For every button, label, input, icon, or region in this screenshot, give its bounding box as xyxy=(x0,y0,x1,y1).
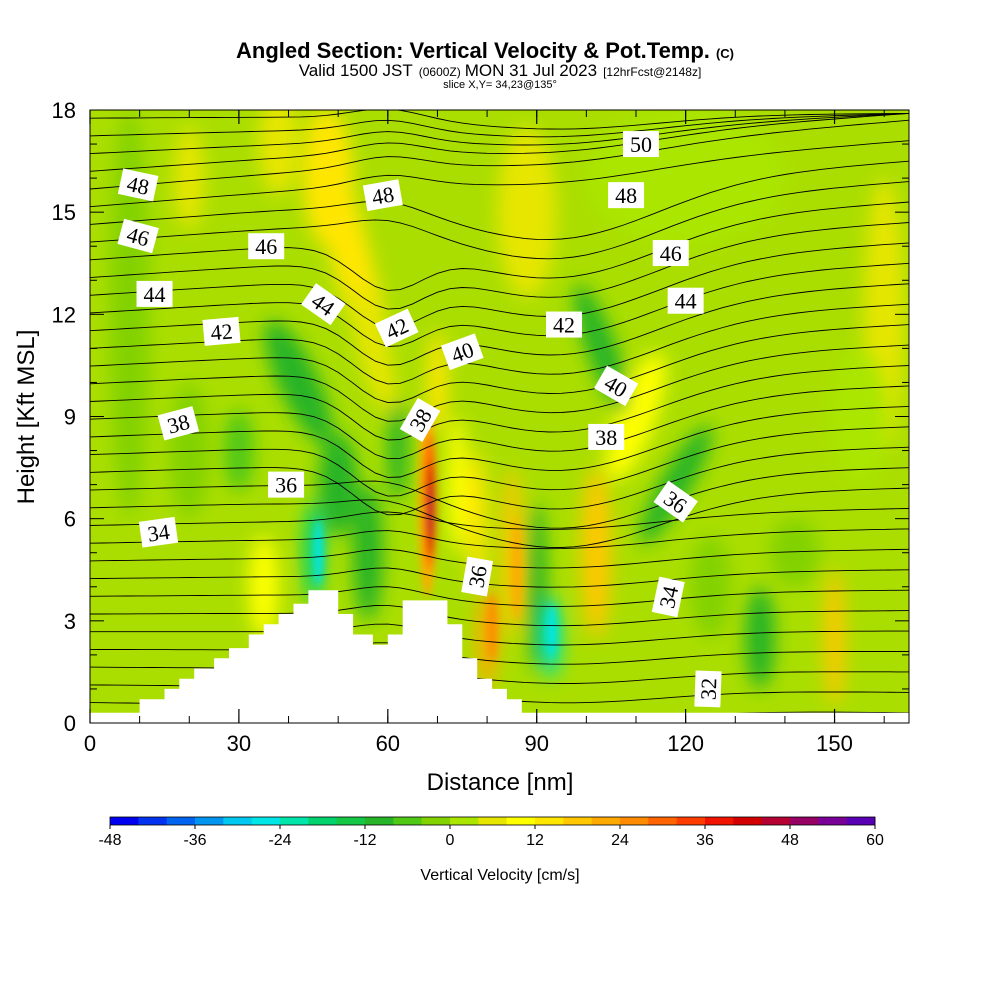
chart-subtitle: Valid 1500 JST (0600Z) MON 31 Jul 2023 [12h… xyxy=(299,61,702,80)
colorbar-swatch xyxy=(195,817,224,825)
colorbar-tick-label: 12 xyxy=(526,832,544,849)
colorbar-swatch xyxy=(365,817,394,825)
x-tick-label: 90 xyxy=(524,731,548,756)
svg-text:34: 34 xyxy=(654,584,683,611)
x-tick-label: 60 xyxy=(376,731,400,756)
colorbar-swatch xyxy=(676,817,706,825)
colorbar-tick-label: -48 xyxy=(98,832,121,849)
contour-label-42: 42 xyxy=(546,311,583,338)
contour-label-46: 46 xyxy=(652,240,689,267)
contour-label-46: 46 xyxy=(248,233,285,260)
colorbar-swatch xyxy=(563,817,593,825)
svg-text:44: 44 xyxy=(144,282,166,307)
colorbar-swatch xyxy=(478,817,508,825)
colorbar-tick-label: -36 xyxy=(183,832,206,849)
colorbar-swatch xyxy=(450,817,479,825)
colorbar-swatch xyxy=(393,817,423,825)
colorbar-swatch xyxy=(761,817,791,825)
y-tick-label: 0 xyxy=(64,711,76,736)
svg-text:50: 50 xyxy=(630,132,652,157)
colorbar-tick-label: 36 xyxy=(696,832,714,849)
svg-text:42: 42 xyxy=(210,318,234,345)
colorbar: -48 -36 -24 -12 0 12 24 36 48 60 xyxy=(98,816,884,849)
contour-label-34: 34 xyxy=(138,516,179,548)
contour-label-44: 44 xyxy=(136,280,173,307)
svg-text:38: 38 xyxy=(595,425,617,450)
contour-label-50: 50 xyxy=(622,131,659,158)
contour-label-34: 34 xyxy=(651,576,685,618)
colorbar-swatch xyxy=(705,817,734,825)
colorbar-swatch xyxy=(790,817,819,825)
y-tick-label: 15 xyxy=(52,200,76,225)
x-tick-label: 0 xyxy=(84,731,96,756)
colorbar-tick-label: -24 xyxy=(268,832,291,849)
y-axis-label: Height [Kft MSL] xyxy=(13,330,40,505)
contour-label-48: 48 xyxy=(117,168,159,202)
contour-label-44: 44 xyxy=(667,287,704,314)
contour-label-48: 48 xyxy=(608,182,645,209)
colorbar-tick-label: 60 xyxy=(866,832,884,849)
colorbar-swatch xyxy=(110,817,139,825)
colorbar-label: Vertical Velocity [cm/s] xyxy=(420,867,579,884)
contour-label-46: 46 xyxy=(117,218,159,254)
svg-text:48: 48 xyxy=(125,171,152,200)
svg-text:44: 44 xyxy=(675,289,697,314)
colorbar-tick-label: -12 xyxy=(353,832,376,849)
colorbar-swatch xyxy=(648,817,678,825)
svg-text:46: 46 xyxy=(255,234,277,259)
svg-text:42: 42 xyxy=(553,313,575,338)
x-tick-label: 150 xyxy=(816,731,853,756)
svg-text:46: 46 xyxy=(660,241,682,266)
colorbar-swatch xyxy=(591,817,621,825)
colorbar-swatch xyxy=(166,817,196,825)
terrain-profile xyxy=(90,590,909,723)
colorbar-swatch xyxy=(506,817,536,825)
contour-label-36: 36 xyxy=(461,556,494,597)
colorbar-tick-label: 24 xyxy=(611,832,629,849)
svg-text:34: 34 xyxy=(146,519,171,547)
colorbar-swatch xyxy=(336,817,366,825)
colorbar-swatch xyxy=(535,817,564,825)
svg-text:48: 48 xyxy=(615,183,637,208)
colorbar-swatch xyxy=(818,817,848,825)
svg-text:32: 32 xyxy=(696,678,722,701)
contour-label-42: 42 xyxy=(202,316,241,346)
contour-label-48: 48 xyxy=(362,179,403,212)
colorbar-swatch xyxy=(733,817,763,825)
colorbar-swatch xyxy=(308,817,338,825)
y-tick-label: 3 xyxy=(64,609,76,634)
svg-text:48: 48 xyxy=(370,181,396,209)
colorbar-swatch xyxy=(280,817,309,825)
colorbar-swatch xyxy=(421,817,451,825)
y-tick-label: 18 xyxy=(52,98,76,123)
colorbar-tick-label: 0 xyxy=(446,832,455,849)
y-tick-label: 9 xyxy=(64,405,76,430)
contour-label-32: 32 xyxy=(694,670,722,708)
x-axis-label: Distance [nm] xyxy=(427,769,574,796)
y-tick-label: 6 xyxy=(64,507,76,532)
colorbar-tick-label: 48 xyxy=(781,832,799,849)
colorbar-swatch xyxy=(138,817,168,825)
contour-label-38: 38 xyxy=(157,406,200,441)
contour-label-36: 36 xyxy=(268,471,305,498)
contour-label-38: 38 xyxy=(588,423,625,450)
y-tick-label: 12 xyxy=(52,302,76,327)
svg-text:36: 36 xyxy=(463,564,491,590)
chart-title: Angled Section: Vertical Velocity & Pot.… xyxy=(236,38,734,63)
colorbar-swatch xyxy=(223,817,253,825)
colorbar-swatch xyxy=(620,817,649,825)
x-tick-label: 30 xyxy=(227,731,251,756)
svg-text:36: 36 xyxy=(275,473,297,498)
colorbar-swatch xyxy=(251,817,281,825)
colorbar-swatch xyxy=(846,817,876,825)
x-tick-label: 120 xyxy=(667,731,704,756)
slice-info: slice X,Y= 34,23@135° xyxy=(443,79,557,91)
